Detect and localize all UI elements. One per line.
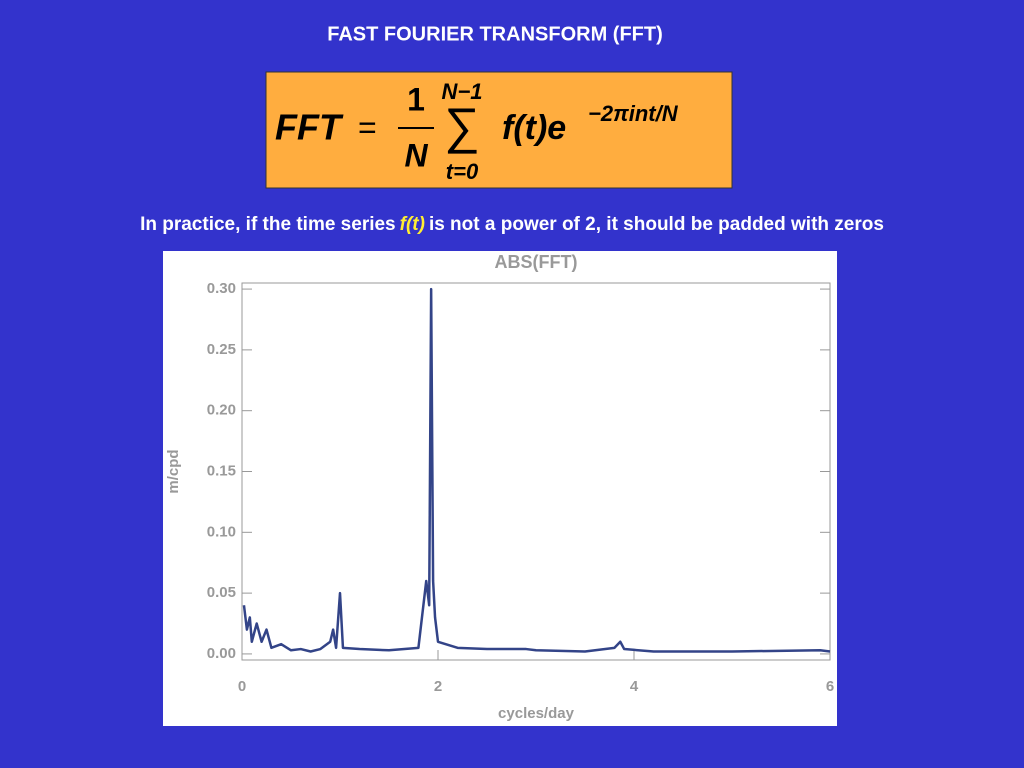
x-tick-label: 0	[238, 678, 246, 695]
note-text: is not a power of 2, it should be padded…	[428, 214, 884, 235]
formula: FFT = 1 N N−1 ∑ t=0 f(t)e −2πint/N	[275, 79, 679, 184]
chart-panel	[163, 251, 837, 726]
chart: ABS(FFT) cycles/day m/cpd 0.00 0.05 0.10 0.15 0…	[165, 252, 834, 722]
y-tick-label: 0.25	[207, 341, 236, 358]
note: In practice, if the time series f(t) is no…	[0, 214, 1024, 236]
y-tick-label: 0.20	[207, 402, 236, 419]
formula-denominator: N	[404, 137, 428, 173]
x-tick-label: 4	[630, 678, 639, 695]
y-axis-label: m/cpd	[165, 449, 182, 493]
formula-lower: t=0	[446, 159, 479, 184]
y-tick-label: 0.00	[207, 645, 236, 662]
note-emphasis: f(t)	[399, 214, 425, 235]
slide-title: FAST FOURIER TRANSFORM (FFT)	[327, 23, 663, 45]
formula-equals: =	[358, 109, 377, 145]
y-tick-label: 0.05	[207, 584, 236, 601]
formula-box	[265, 71, 733, 189]
x-tick-label: 2	[434, 678, 442, 695]
formula-lhs: FFT	[275, 107, 344, 148]
formula-sum: ∑	[444, 98, 480, 154]
x-tick-label: 6	[826, 678, 834, 695]
note-text: In practice, if the time series	[140, 214, 396, 235]
formula-numerator: 1	[407, 81, 425, 117]
chart-title: ABS(FFT)	[495, 252, 578, 272]
y-tick-label: 0.10	[207, 523, 236, 540]
y-tick-label: 0.30	[207, 280, 236, 297]
x-axis-label: cycles/day	[498, 705, 575, 722]
spectrum-line	[242, 287, 831, 653]
formula-exponent: −2πint/N	[588, 101, 679, 126]
formula-upper: N−1	[442, 79, 483, 104]
y-tick-label: 0.15	[207, 462, 236, 479]
formula-body: f(t)e	[502, 109, 566, 147]
